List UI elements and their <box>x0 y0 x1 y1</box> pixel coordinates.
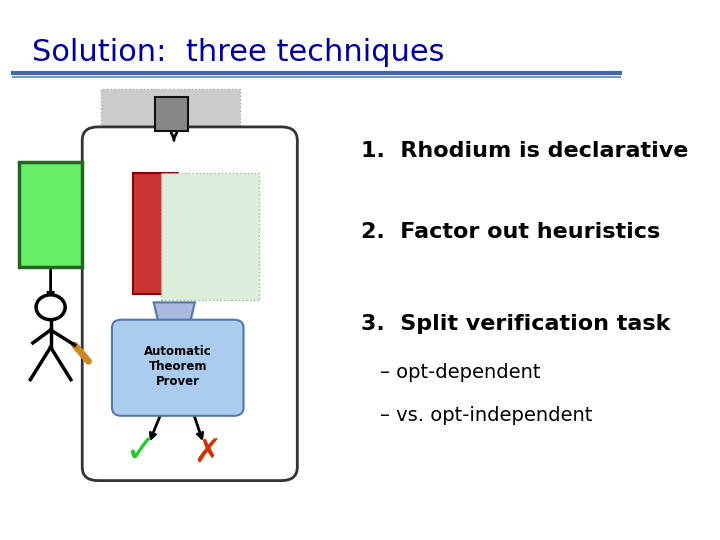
FancyBboxPatch shape <box>19 162 82 267</box>
Text: – opt-dependent: – opt-dependent <box>379 363 540 382</box>
FancyBboxPatch shape <box>82 127 297 481</box>
Polygon shape <box>153 302 195 329</box>
FancyBboxPatch shape <box>132 173 179 294</box>
Text: ✗: ✗ <box>194 435 222 469</box>
FancyBboxPatch shape <box>155 97 188 131</box>
Text: 1.  Rhodium is declarative: 1. Rhodium is declarative <box>361 141 688 161</box>
Text: 2.  Factor out heuristics: 2. Factor out heuristics <box>361 222 660 242</box>
Text: 3.  Split verification task: 3. Split verification task <box>361 314 670 334</box>
Text: ✓: ✓ <box>124 432 157 470</box>
Circle shape <box>36 295 65 320</box>
FancyBboxPatch shape <box>161 173 259 300</box>
FancyBboxPatch shape <box>112 320 243 416</box>
FancyBboxPatch shape <box>102 89 240 138</box>
Text: Solution:  three techniques: Solution: three techniques <box>32 38 444 67</box>
Text: Automatic
Theorem
Prover: Automatic Theorem Prover <box>144 345 212 388</box>
Text: – vs. opt-independent: – vs. opt-independent <box>379 406 592 426</box>
